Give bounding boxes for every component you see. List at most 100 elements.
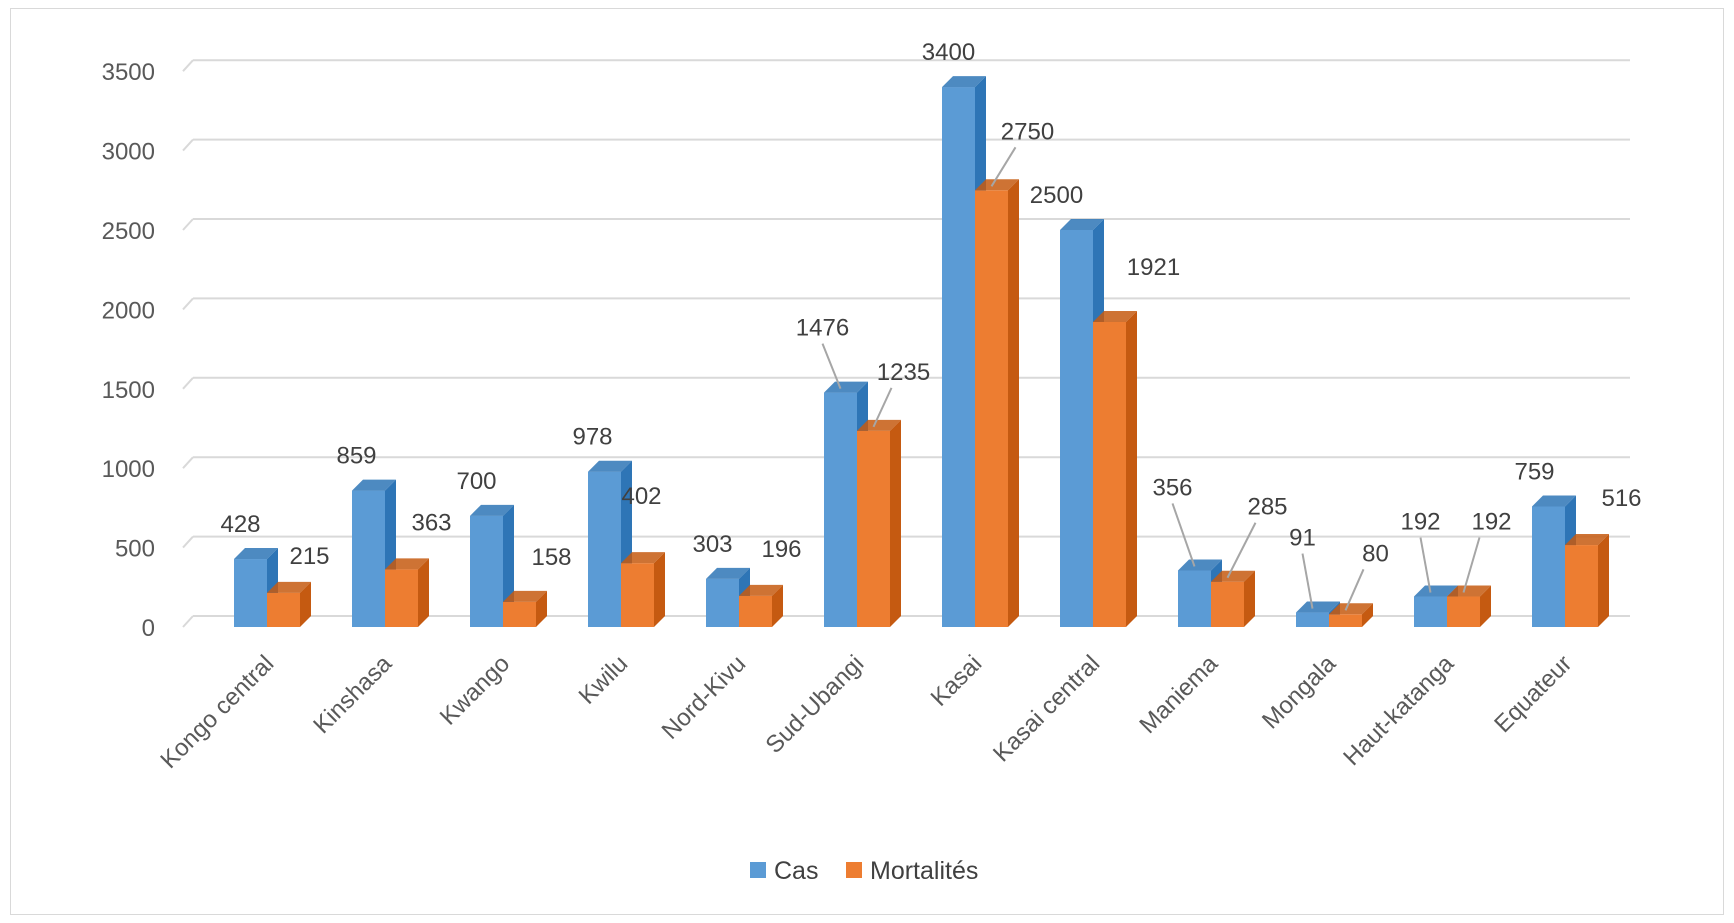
bar-front: [234, 559, 267, 627]
bar-mortalites: [385, 558, 429, 627]
bar-front: [857, 430, 890, 627]
bar-side: [1480, 585, 1491, 627]
bar-mortalites: [1211, 570, 1255, 627]
category-label: Mongala: [1257, 650, 1342, 735]
bar-side: [1362, 603, 1373, 627]
data-label: 1476: [796, 315, 849, 342]
bar-cas: [470, 504, 514, 627]
data-label: 192: [1471, 509, 1511, 536]
category-label: Kwango: [435, 650, 515, 730]
bar-top: [975, 179, 1019, 191]
y-tick-label: 2500: [102, 218, 155, 245]
bar-front: [352, 490, 385, 627]
gridline-side: [182, 59, 194, 72]
category-label: Sud-Ubangi: [761, 650, 870, 759]
category-label: Kasai central: [988, 650, 1105, 767]
bar-top: [1532, 495, 1576, 507]
bar-top: [1329, 603, 1373, 615]
bar-cas: [1178, 559, 1222, 627]
bar-top: [588, 460, 632, 472]
bar-top: [621, 552, 665, 564]
bar-front: [621, 563, 654, 627]
category-label: Maniema: [1134, 650, 1223, 739]
bar-top: [1060, 219, 1104, 230]
data-label: 1921: [1127, 254, 1180, 281]
legend-label: Mortalités: [870, 857, 978, 885]
bar-front: [739, 595, 772, 627]
bar-top: [267, 581, 311, 593]
gridline-side: [182, 535, 194, 549]
bar-top: [503, 590, 547, 602]
bar-top: [706, 567, 750, 579]
leader-line: [821, 343, 842, 389]
data-label: 402: [621, 483, 661, 510]
data-label: 285: [1247, 494, 1287, 521]
bar-top: [1211, 570, 1255, 582]
data-label: 215: [289, 543, 329, 570]
bar-side: [654, 552, 665, 627]
data-label: 196: [761, 536, 801, 563]
gridline-side: [182, 377, 194, 390]
bar-mortalites: [739, 584, 783, 627]
data-label: 158: [531, 544, 571, 571]
category-label: Nord-Kivu: [657, 650, 752, 745]
data-label: 1235: [877, 359, 930, 386]
data-label: 428: [220, 511, 260, 538]
data-label: 978: [572, 424, 612, 451]
bar-front: [1060, 230, 1093, 627]
gridline-side: [182, 138, 194, 152]
category-label: Kinshasa: [308, 650, 397, 739]
category-label: Haut-katanga: [1338, 650, 1459, 771]
y-tick-label: 0: [142, 615, 155, 642]
bar-front: [975, 190, 1008, 628]
gridlines: [182, 59, 1630, 628]
bar-front: [824, 392, 857, 627]
bar-front: [503, 601, 536, 627]
y-tick-label: 500: [115, 536, 155, 563]
bar-front: [1211, 581, 1244, 627]
bar-side: [1126, 310, 1137, 627]
leader-lines: [821, 146, 1481, 611]
y-tick-label: 3500: [102, 59, 155, 86]
leader-line: [990, 146, 1017, 187]
bar-top: [1296, 601, 1340, 613]
bar-mortalites: [975, 179, 1019, 628]
bars: [234, 76, 1609, 628]
bar-front: [1296, 612, 1329, 627]
bar-mortalites: [1565, 534, 1609, 627]
bar-mortalites: [1447, 585, 1491, 627]
gridline-side: [182, 218, 194, 231]
y-tick-label: 3000: [102, 139, 155, 166]
bar-side: [300, 581, 311, 627]
data-label: 91: [1289, 525, 1316, 552]
data-label: 700: [456, 468, 496, 495]
y-tick-label: 1500: [102, 377, 155, 404]
legend: Cas Mortalités: [750, 857, 978, 885]
bar-top: [470, 504, 514, 516]
y-tick-label: 2000: [102, 297, 155, 324]
leader-line: [872, 387, 893, 428]
bar-front: [385, 569, 418, 627]
x-axis-categories: Kongo central Kinshasa Kwango Kwilu Nord-Kiv…: [155, 650, 1577, 774]
category-label: Kongo central: [155, 650, 279, 774]
legend-swatch: [750, 862, 766, 878]
category-label: Equateur: [1489, 650, 1577, 738]
leader-line: [1344, 568, 1365, 611]
bar-front: [1329, 614, 1362, 627]
bar-side: [536, 590, 547, 627]
bar-front: [1178, 570, 1211, 627]
bar-cas: [588, 460, 632, 627]
bar-mortalites: [1329, 603, 1373, 627]
bar-top: [1447, 585, 1491, 597]
bar-top: [385, 558, 429, 570]
bar-front: [267, 592, 300, 627]
bar-front: [1447, 596, 1480, 627]
bar-side: [772, 584, 783, 627]
category-label: Kwilu: [574, 650, 634, 710]
gridline-side: [182, 615, 194, 628]
data-label: 859: [336, 443, 376, 470]
category-label: Kasai: [926, 650, 988, 712]
gridline-side: [182, 297, 194, 311]
